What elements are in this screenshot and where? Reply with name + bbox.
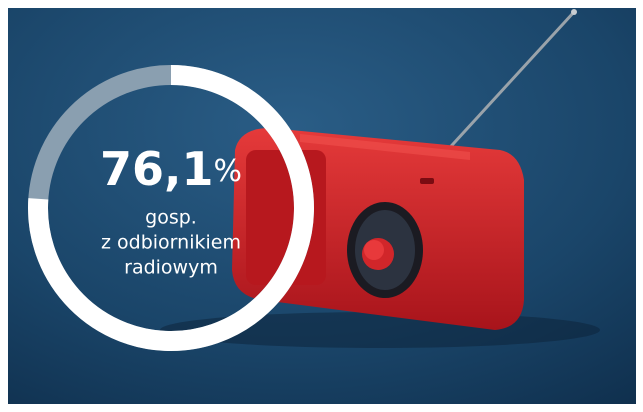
background-photo [8,8,636,404]
gauge-arc [28,65,314,351]
label-line: gosp. [145,207,197,229]
label-line: z odbiornikiem [101,232,241,254]
label-line: radiowym [124,257,218,279]
value-label: 76,1% [100,142,242,196]
